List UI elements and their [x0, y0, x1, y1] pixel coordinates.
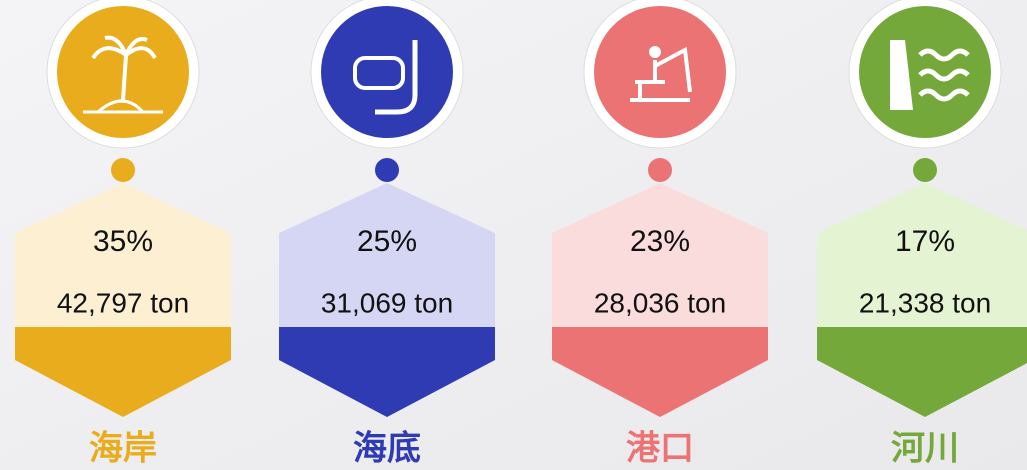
label: 河川 — [891, 429, 959, 469]
amount: 42,797 ton — [57, 287, 189, 318]
card: 35% 42,797 ton 海岸 — [15, 0, 231, 469]
percent: 23% — [630, 225, 690, 258]
amount: 31,069 ton — [321, 287, 453, 318]
icon — [890, 40, 913, 110]
icon-circle — [321, 6, 453, 138]
card: 23% 28,036 ton 港口 — [552, 0, 768, 469]
label: 海底 — [353, 429, 421, 469]
percent: 17% — [895, 225, 955, 258]
hexagon-band — [817, 327, 1027, 417]
percent: 35% — [93, 225, 153, 258]
dot — [913, 158, 937, 182]
percent: 25% — [357, 225, 417, 258]
card: 25% 31,069 ton 海底 — [279, 0, 495, 469]
icon — [375, 40, 418, 115]
hexagon-band — [279, 327, 495, 417]
dot — [375, 158, 399, 182]
hexagon-band — [552, 327, 768, 417]
dot — [111, 158, 135, 182]
icon — [91, 35, 157, 101]
icon — [649, 46, 661, 58]
amount: 28,036 ton — [594, 287, 726, 318]
hexagon-band — [15, 327, 231, 417]
icon — [83, 99, 163, 114]
icon-circle — [594, 6, 726, 138]
card: 17% 21,338 ton 河川 — [817, 0, 1027, 469]
icon — [918, 48, 970, 62]
label: 港口 — [626, 429, 694, 469]
icon — [918, 68, 970, 82]
label: 海岸 — [89, 429, 157, 469]
dot — [648, 158, 672, 182]
icon — [353, 56, 405, 90]
cards: 35% 42,797 ton 海岸 25% 31,069 ton 海底 23% 28,036 … — [15, 0, 1027, 469]
icon — [630, 46, 692, 102]
icon — [918, 88, 970, 102]
amount: 21,338 ton — [859, 287, 991, 318]
